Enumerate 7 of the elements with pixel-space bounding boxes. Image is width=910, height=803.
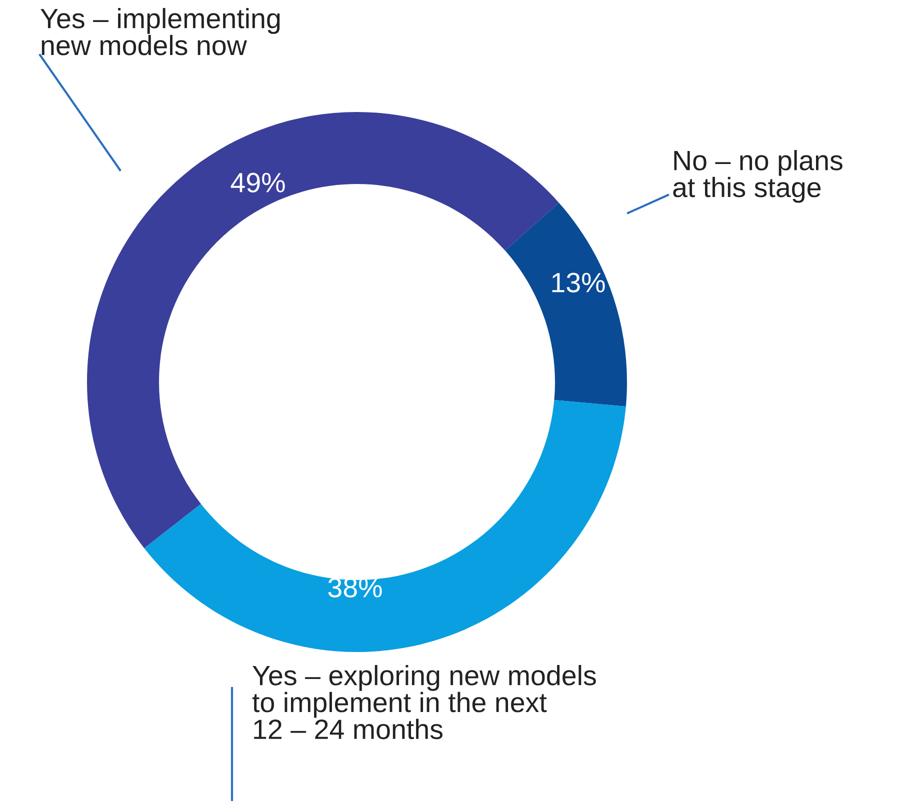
slice-label: Yes – exploring new models to implement in the next 12 – 24 months <box>252 665 596 740</box>
donut-slice <box>144 400 626 652</box>
data-label: 13% <box>552 272 605 292</box>
slice-label: No – no plans at this stage <box>673 150 842 203</box>
data-label: 49% <box>230 172 285 192</box>
donut-slice <box>505 202 627 406</box>
slice-label: Yes – implementing new models now <box>40 8 280 56</box>
